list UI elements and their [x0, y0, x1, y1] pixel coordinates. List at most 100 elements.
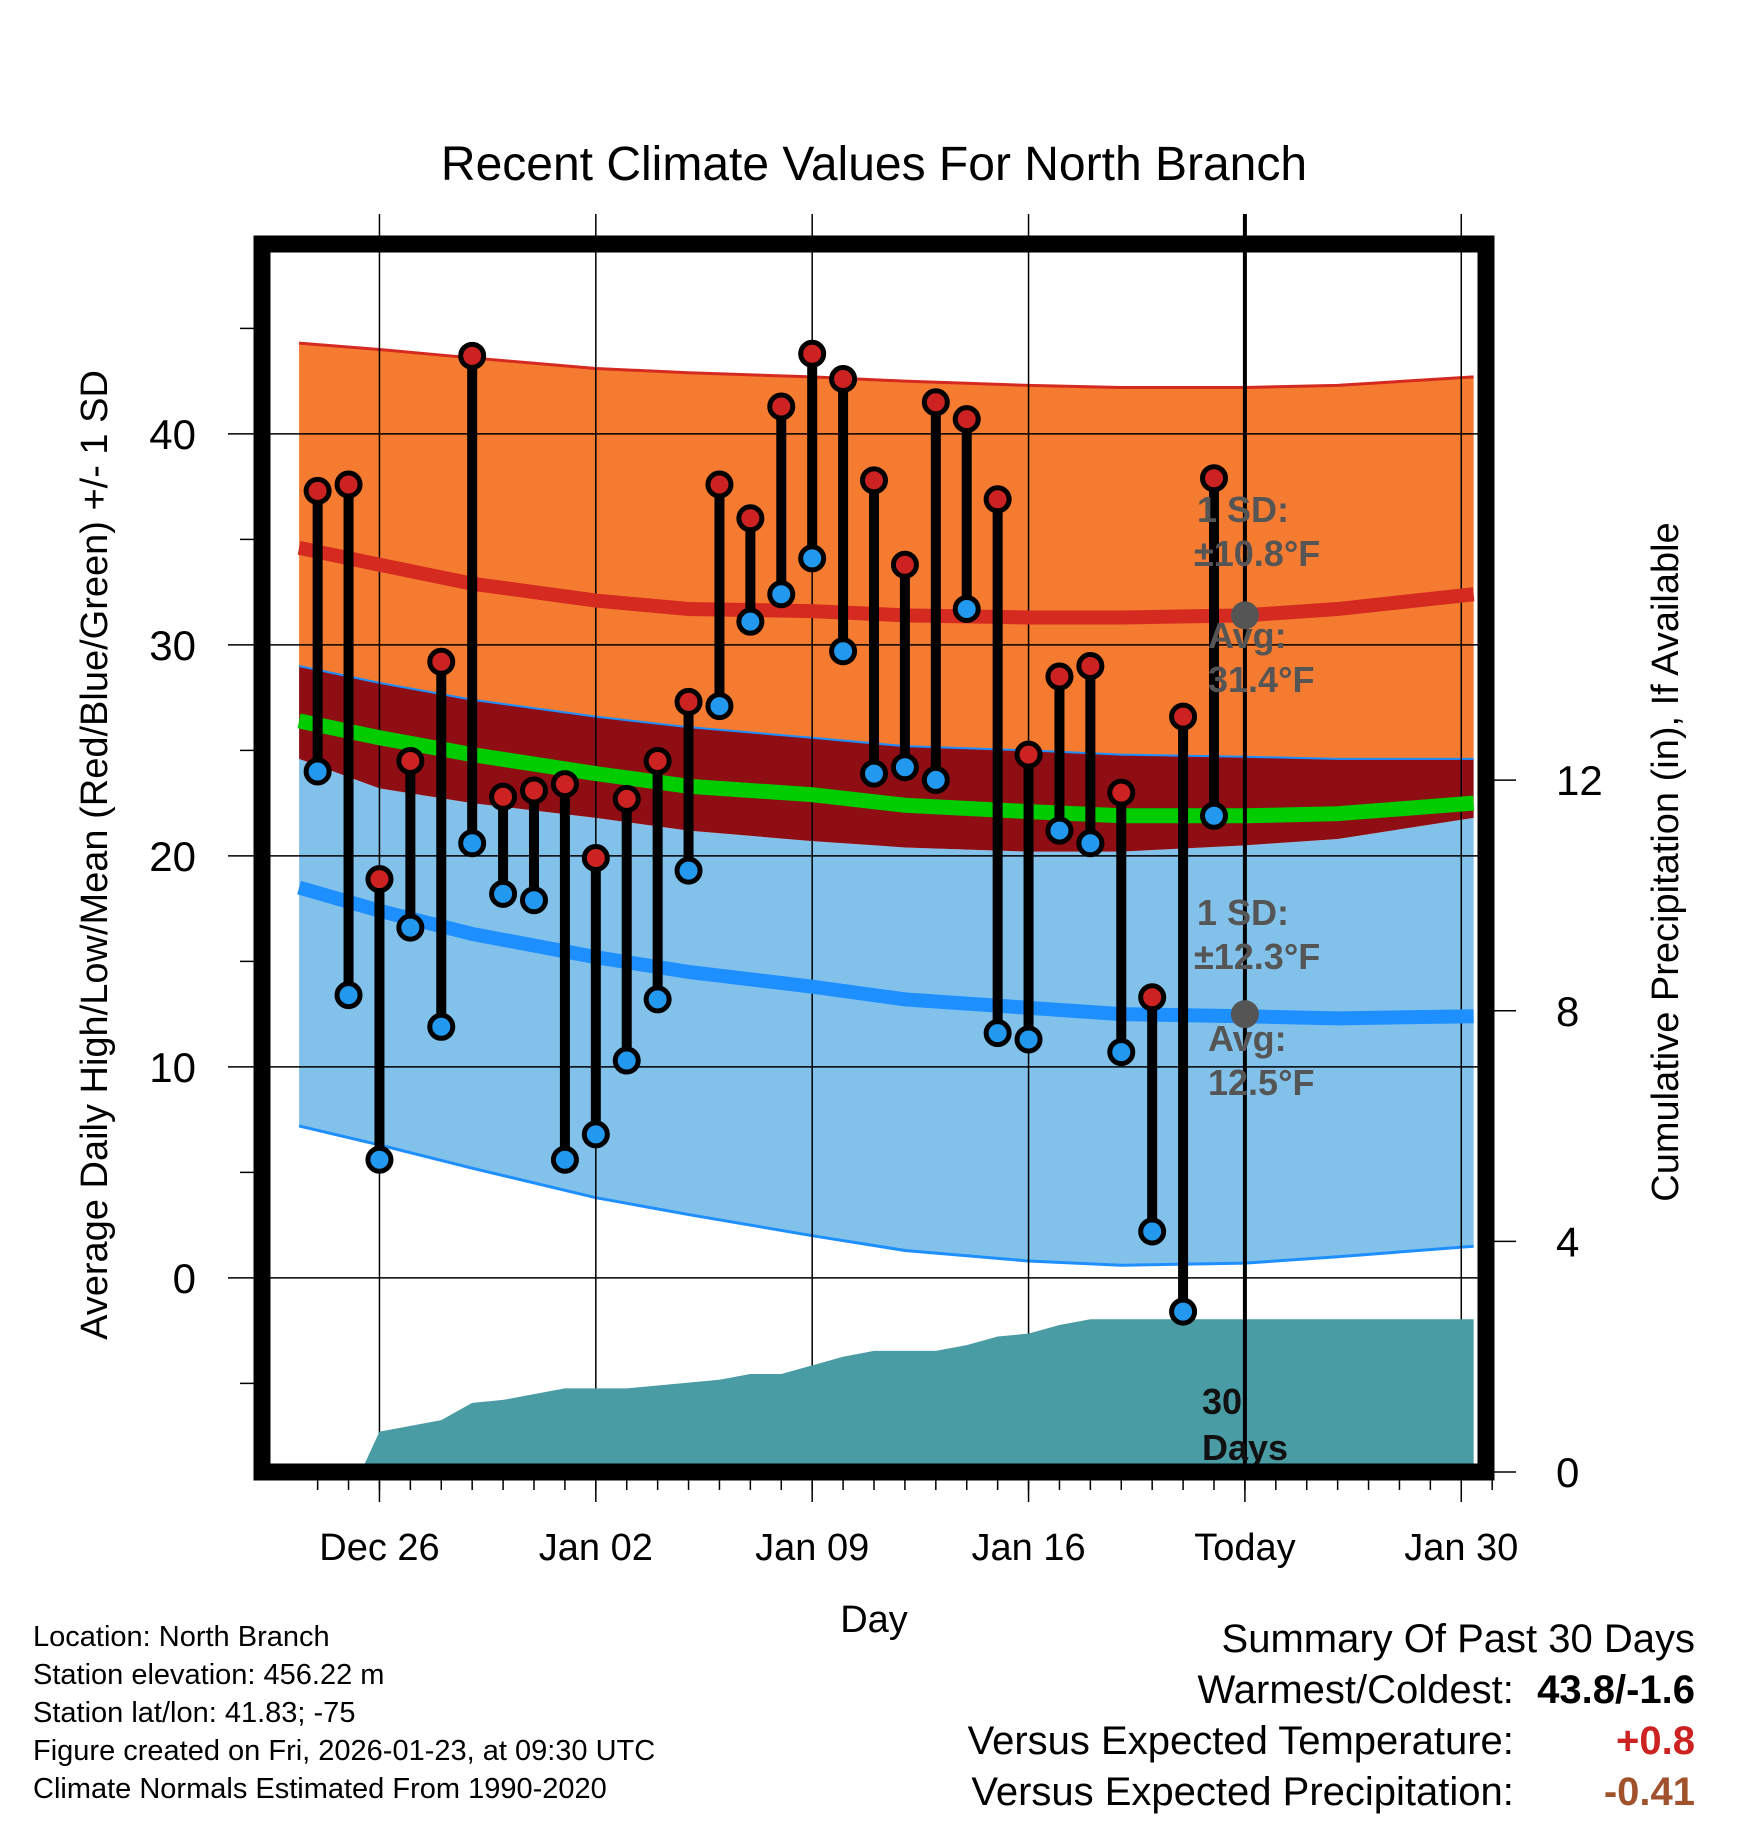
- daily-low-point: [1045, 816, 1074, 845]
- temp-deviation-value: +0.8: [1616, 1719, 1695, 1763]
- daily-high-point: [1200, 464, 1228, 493]
- daily-high-point: [458, 341, 487, 370]
- summary-heading: Summary Of Past 30 Days: [1221, 1617, 1695, 1661]
- daily-low-point: [1169, 1297, 1198, 1326]
- daily-low-point: [1107, 1038, 1136, 1067]
- daily-high-point: [520, 776, 548, 805]
- y-left-tick-label: 40: [149, 411, 196, 458]
- high-avg-label: Avg:: [1208, 615, 1287, 656]
- y-right-tick-label: 8: [1556, 988, 1579, 1035]
- daily-low-point: [829, 637, 858, 666]
- y-right-tick-label: 4: [1556, 1218, 1579, 1265]
- daily-high-point: [643, 746, 672, 775]
- daily-high-point: [705, 470, 734, 499]
- daily-high-point: [550, 770, 579, 799]
- daily-low-point: [396, 913, 425, 942]
- plot-frame: [253, 235, 1495, 1481]
- daily-high-point: [489, 782, 518, 811]
- high-sd-band: [299, 343, 1474, 759]
- daily-high-point: [1169, 702, 1198, 731]
- high-avg-value: 31.4°F: [1208, 659, 1314, 700]
- normal-high-line: [297, 540, 1475, 625]
- x-tick-label: Jan 30: [1404, 1527, 1518, 1569]
- daily-low-point: [1200, 801, 1228, 830]
- daily-low-point: [303, 757, 332, 786]
- daily-low-point: [1076, 829, 1105, 858]
- y-axis-label-left: Average Daily High/Low/Mean (Red/Blue/Gr…: [74, 370, 116, 1340]
- daily-high-point: [952, 405, 981, 434]
- normal-low-line: [297, 880, 1474, 1026]
- x-tick-label: Jan 16: [971, 1527, 1085, 1569]
- x-tick-label: Today: [1194, 1527, 1295, 1569]
- x-tick-label: Jan 02: [539, 1527, 653, 1569]
- warm-cold-value: 43.8/-1.6: [1537, 1668, 1695, 1712]
- created-text: Figure created on Fri, 2026-01-23, at 09…: [33, 1735, 656, 1767]
- precip-area: [360, 1319, 1474, 1472]
- daily-high-point: [767, 392, 796, 421]
- normals-text: Climate Normals Estimated From 1990-2020: [33, 1773, 607, 1805]
- high-sd-value: ±10.8°F: [1194, 533, 1320, 574]
- normal-mean-line: [297, 713, 1475, 824]
- summary-panel: Summary Of Past 30 Days Warmest/Coldest:…: [968, 1614, 1695, 1818]
- high-sd-label: 1 SD:: [1197, 489, 1289, 530]
- daily-low-point: [643, 985, 672, 1014]
- daily-high-point: [1014, 740, 1043, 769]
- daily-high-point: [674, 687, 703, 716]
- low-avg-label: Avg:: [1208, 1018, 1287, 1059]
- daily-low-point: [705, 692, 734, 721]
- precip-deviation-label: Versus Expected Precipitation:: [971, 1770, 1514, 1814]
- y-axis-label-right: Cumulative Precipitation (in), If Availa…: [1645, 522, 1687, 1201]
- daily-low-point: [489, 879, 518, 908]
- daily-high-point: [983, 485, 1012, 514]
- daily-low-point: [736, 607, 765, 636]
- daily-high-point: [1107, 778, 1136, 807]
- x-axis-label: Day: [840, 1599, 908, 1641]
- daily-high-point: [427, 647, 456, 676]
- daily-low-point: [890, 753, 919, 782]
- daily-low-point: [458, 829, 487, 858]
- low-sd-lower-edge: [298, 1124, 1474, 1267]
- daily-low-point: [674, 856, 703, 885]
- location-text: Location: North Branch: [33, 1621, 330, 1653]
- temp-deviation-label: Versus Expected Temperature:: [967, 1719, 1514, 1763]
- daily-high-point: [334, 470, 363, 499]
- daily-low-point: [860, 759, 888, 788]
- low-sd-label: 1 SD:: [1197, 892, 1289, 933]
- high-sd-lower-edge: [298, 665, 1474, 760]
- daily-low-point: [612, 1046, 641, 1075]
- daily-high-point: [1138, 983, 1167, 1012]
- daily-low-point: [1138, 1217, 1167, 1246]
- period-label-number: 30: [1202, 1381, 1242, 1422]
- daily-low-point: [520, 886, 548, 915]
- y-left-tick-label: 20: [149, 833, 196, 880]
- precip-deviation-value: -0.41: [1603, 1770, 1695, 1814]
- daily-high-point: [736, 504, 765, 533]
- latlon-text: Station lat/lon: 41.83; -75: [33, 1697, 356, 1729]
- daily-low-point: [1014, 1025, 1043, 1054]
- y-left-tick-label: 30: [149, 622, 196, 669]
- daily-high-point: [890, 550, 919, 579]
- y-left-tick-label: 0: [173, 1255, 196, 1302]
- low-sd-value: ±12.3°F: [1194, 936, 1320, 977]
- daily-high-point: [829, 365, 858, 394]
- daily-high-point: [581, 844, 610, 872]
- daily-low-point: [334, 981, 363, 1010]
- high-sd-upper-edge: [298, 341, 1474, 389]
- daily-low-point: [798, 544, 827, 573]
- x-tick-label: Jan 09: [755, 1527, 869, 1569]
- daily-high-point: [921, 388, 950, 417]
- daily-low-point: [427, 1012, 456, 1041]
- daily-high-point: [365, 865, 394, 894]
- daily-high-point: [860, 466, 888, 495]
- daily-high-point: [798, 339, 827, 368]
- period-label-days: Days: [1202, 1427, 1288, 1468]
- warm-cold-label: Warmest/Coldest:: [1197, 1668, 1514, 1712]
- daily-low-point: [983, 1019, 1012, 1048]
- daily-high-point: [612, 784, 641, 813]
- chart-title: Recent Climate Values For North Branch: [441, 138, 1307, 191]
- daily-low-point: [581, 1120, 610, 1149]
- daily-high-point: [1045, 662, 1074, 691]
- y-right-tick-label: 12: [1556, 757, 1603, 804]
- low-avg-marker: [1230, 1000, 1259, 1029]
